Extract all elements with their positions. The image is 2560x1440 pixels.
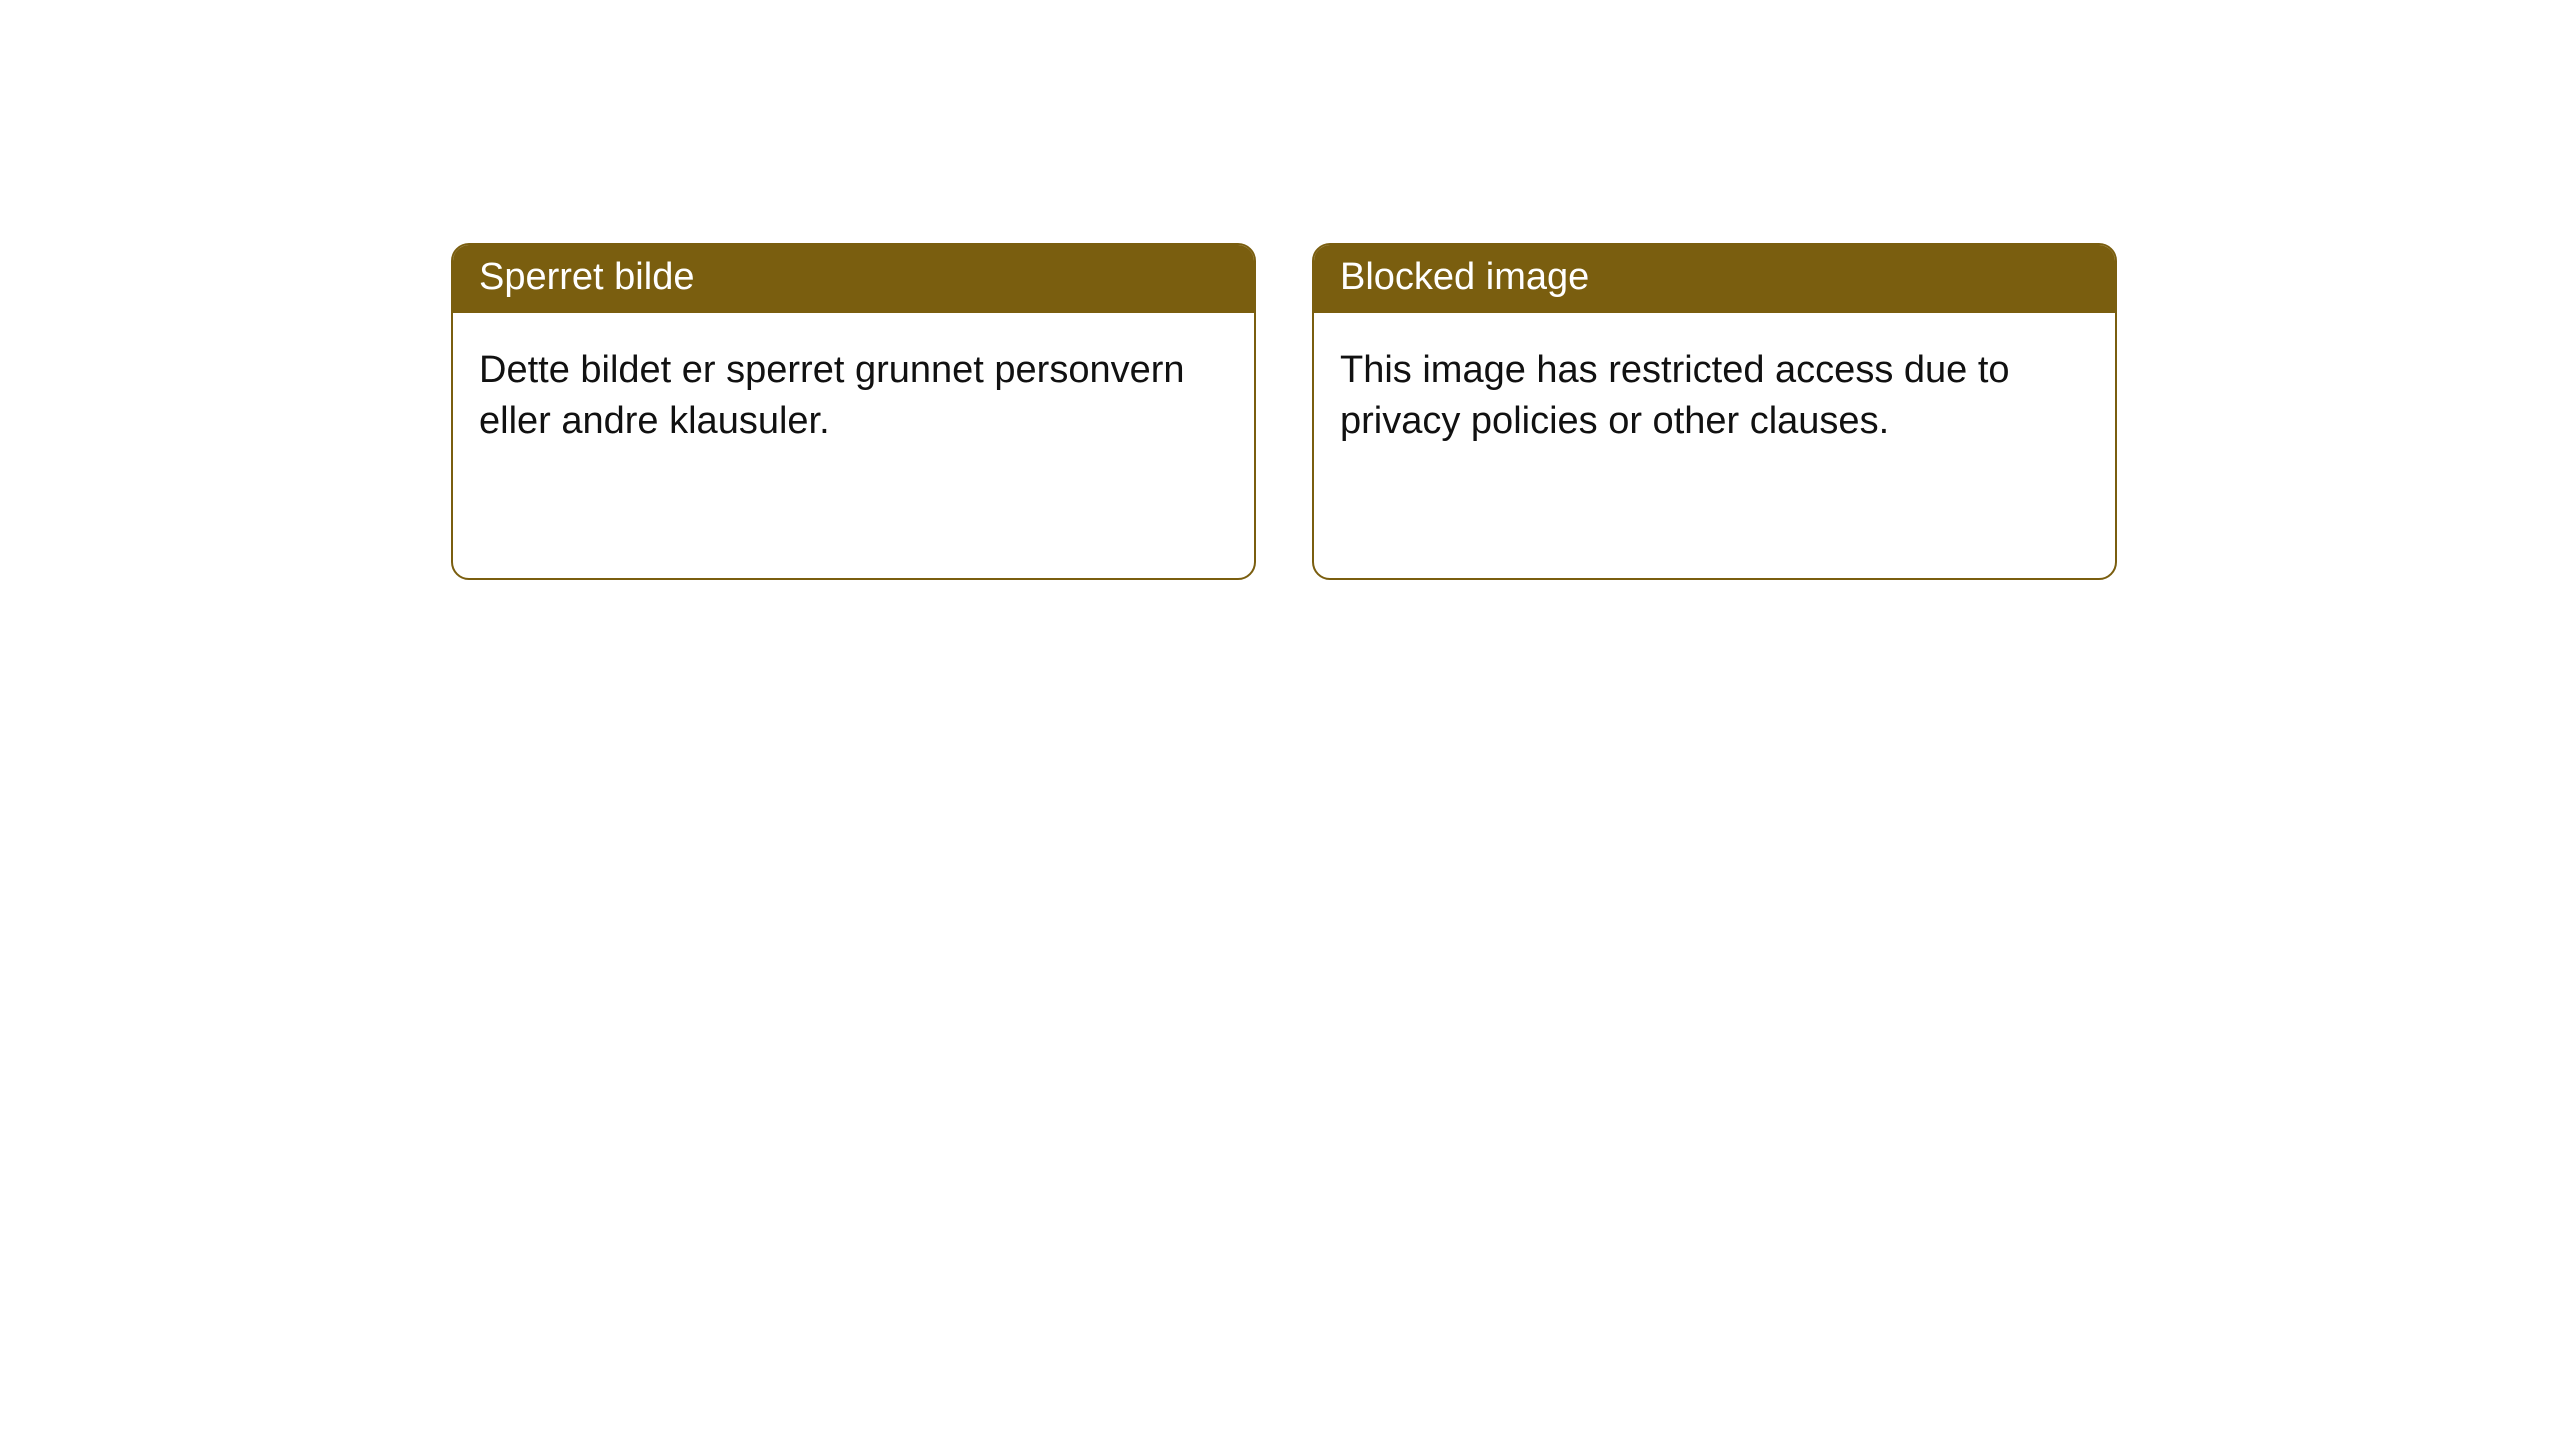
notice-header-english: Blocked image [1314,245,2115,313]
notice-body-norwegian: Dette bildet er sperret grunnet personve… [453,313,1254,474]
notice-body-english: This image has restricted access due to … [1314,313,2115,474]
notice-card-english: Blocked image This image has restricted … [1312,243,2117,580]
notice-header-norwegian: Sperret bilde [453,245,1254,313]
notice-container: Sperret bilde Dette bildet er sperret gr… [0,0,2560,580]
notice-card-norwegian: Sperret bilde Dette bildet er sperret gr… [451,243,1256,580]
